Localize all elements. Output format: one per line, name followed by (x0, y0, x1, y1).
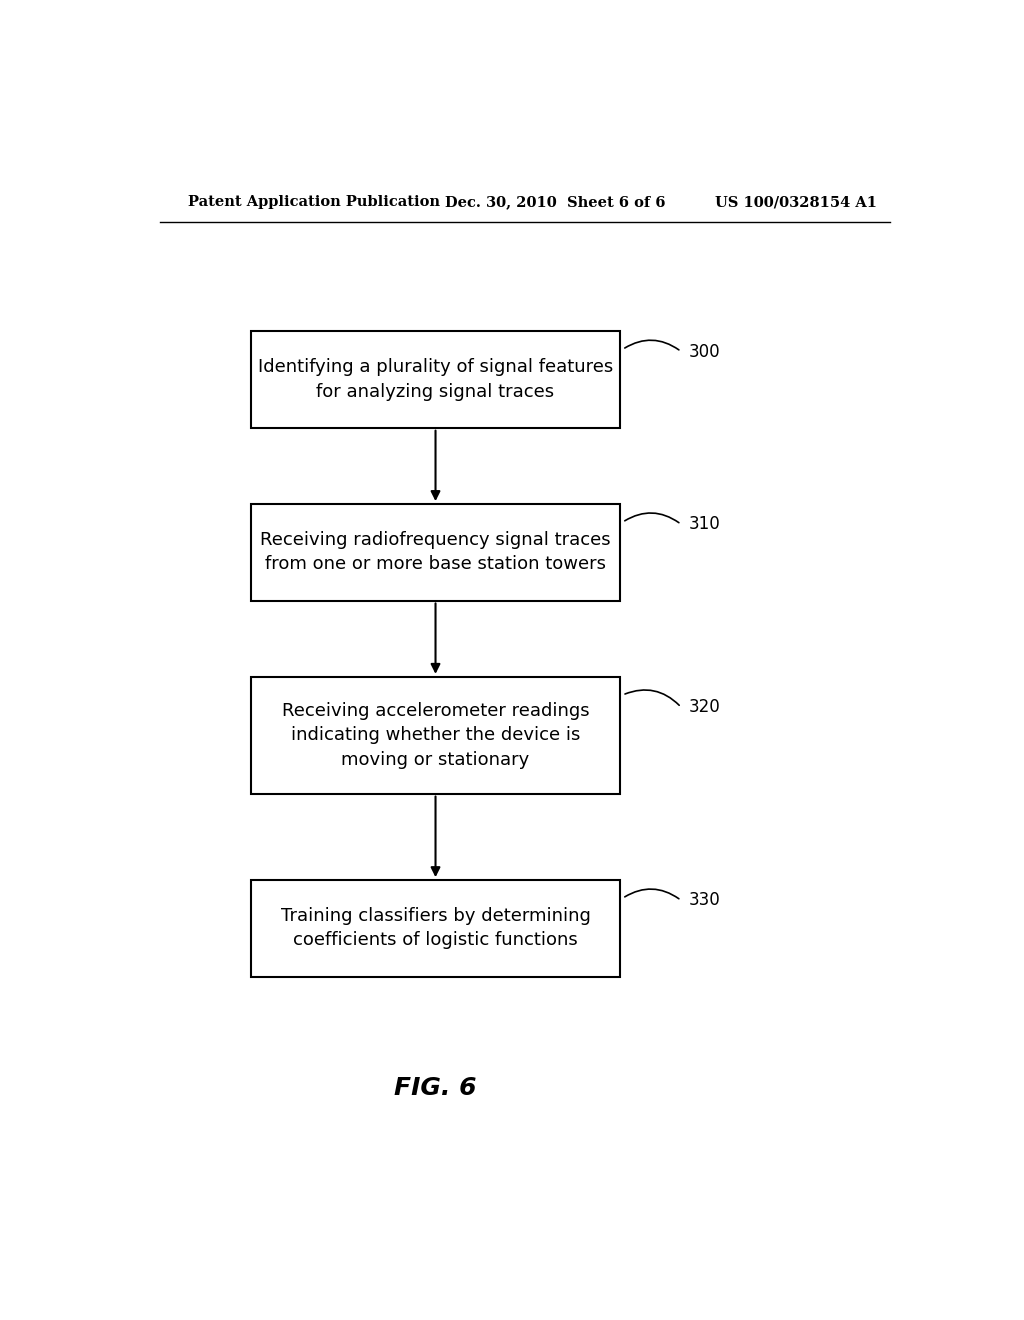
Bar (251, 331, 620, 428)
Text: FIG. 6: FIG. 6 (394, 1076, 476, 1101)
FancyArrowPatch shape (625, 890, 679, 899)
Text: 320: 320 (689, 698, 721, 717)
Text: 310: 310 (689, 515, 721, 533)
Text: 300: 300 (689, 342, 721, 360)
FancyArrowPatch shape (625, 341, 679, 350)
Text: Identifying a plurality of signal features
for analyzing signal traces: Identifying a plurality of signal featur… (258, 358, 613, 400)
Text: Receiving accelerometer readings
indicating whether the device is
moving or stat: Receiving accelerometer readings indicat… (282, 702, 590, 768)
Text: 330: 330 (689, 891, 721, 909)
Bar (251, 677, 620, 793)
Bar (251, 504, 620, 601)
Bar (251, 880, 620, 977)
Text: Receiving radiofrequency signal traces
from one or more base station towers: Receiving radiofrequency signal traces f… (260, 531, 611, 573)
FancyArrowPatch shape (625, 513, 679, 523)
Text: Training classifiers by determining
coefficients of logistic functions: Training classifiers by determining coef… (281, 907, 591, 949)
Text: Dec. 30, 2010  Sheet 6 of 6: Dec. 30, 2010 Sheet 6 of 6 (445, 195, 666, 209)
Text: US 100/0328154 A1: US 100/0328154 A1 (715, 195, 878, 209)
Text: Patent Application Publication: Patent Application Publication (187, 195, 439, 209)
FancyArrowPatch shape (625, 690, 679, 705)
